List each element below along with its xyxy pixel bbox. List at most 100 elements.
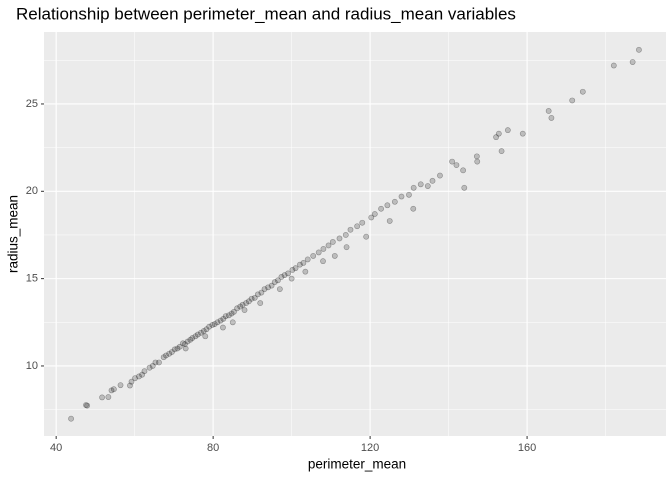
- point: [228, 310, 235, 317]
- chart-title: Relationship between perimeter_mean and …: [16, 4, 516, 23]
- point: [258, 289, 265, 296]
- point: [391, 198, 398, 205]
- y-axis-label: radius_mean: [6, 195, 21, 273]
- point: [83, 402, 89, 408]
- point: [189, 335, 196, 341]
- point: [156, 359, 162, 366]
- point: [99, 394, 105, 401]
- point: [180, 340, 186, 347]
- point: [320, 246, 327, 252]
- point: [384, 202, 391, 209]
- point: [410, 205, 417, 212]
- point: [429, 177, 436, 184]
- point: [548, 115, 555, 121]
- y-tick-label: 20: [26, 185, 38, 197]
- point: [251, 294, 258, 301]
- point: [296, 261, 303, 268]
- point: [198, 329, 204, 336]
- point: [152, 359, 159, 366]
- point: [211, 321, 218, 327]
- point: [110, 386, 117, 393]
- x-tick-label: 160: [518, 442, 536, 454]
- point: [398, 193, 405, 200]
- point: [363, 233, 370, 240]
- point: [187, 336, 194, 343]
- y-tick-label: 25: [26, 98, 38, 110]
- point: [234, 305, 240, 312]
- point: [84, 402, 91, 409]
- point: [194, 331, 201, 338]
- point: [261, 286, 268, 293]
- x-tick-label: 120: [361, 442, 379, 454]
- point: [206, 323, 213, 330]
- point: [146, 364, 153, 371]
- point: [371, 211, 378, 217]
- point: [182, 345, 189, 352]
- point: [579, 88, 586, 95]
- point: [504, 127, 511, 134]
- point: [336, 235, 343, 242]
- point: [217, 317, 224, 324]
- point: [378, 205, 384, 212]
- point: [276, 286, 283, 293]
- point: [220, 324, 226, 331]
- point: [214, 319, 221, 326]
- point: [354, 223, 361, 230]
- point: [315, 249, 322, 256]
- point: [105, 394, 112, 400]
- point: [569, 97, 576, 104]
- point: [495, 130, 502, 137]
- point: [127, 382, 133, 389]
- point: [417, 181, 424, 188]
- point: [320, 258, 326, 265]
- point: [181, 341, 188, 348]
- point: [192, 333, 199, 340]
- point: [437, 172, 443, 179]
- point: [289, 266, 296, 273]
- point: [493, 134, 499, 141]
- point: [171, 346, 178, 353]
- y-tick-label: 10: [26, 360, 38, 372]
- point: [68, 415, 74, 422]
- point: [174, 345, 181, 352]
- point: [278, 273, 285, 280]
- point: [285, 270, 291, 277]
- point: [386, 218, 393, 224]
- point: [342, 232, 349, 238]
- point: [184, 338, 191, 345]
- point: [304, 256, 311, 263]
- point: [274, 277, 281, 284]
- point: [359, 219, 366, 226]
- point: [271, 279, 278, 286]
- x-tick-label: 40: [50, 442, 62, 454]
- point: [265, 284, 271, 291]
- point: [519, 130, 526, 137]
- point: [331, 253, 338, 259]
- point: [461, 184, 468, 191]
- point: [310, 253, 317, 259]
- point: [636, 46, 642, 53]
- point: [237, 303, 244, 310]
- point: [281, 272, 288, 279]
- point: [245, 298, 252, 305]
- y-tick-label: 15: [26, 273, 38, 285]
- point: [292, 265, 299, 272]
- point: [128, 378, 135, 385]
- point: [225, 312, 232, 319]
- point: [239, 301, 246, 308]
- point: [347, 226, 354, 233]
- point: [424, 183, 431, 189]
- point: [302, 268, 309, 275]
- point: [117, 382, 124, 389]
- point: [203, 326, 210, 333]
- point: [200, 328, 207, 334]
- point: [254, 291, 261, 298]
- point: [629, 59, 636, 65]
- point: [149, 363, 156, 369]
- point: [406, 191, 412, 198]
- point: [257, 300, 264, 306]
- point: [176, 343, 183, 350]
- point: [453, 162, 460, 168]
- point: [474, 158, 481, 165]
